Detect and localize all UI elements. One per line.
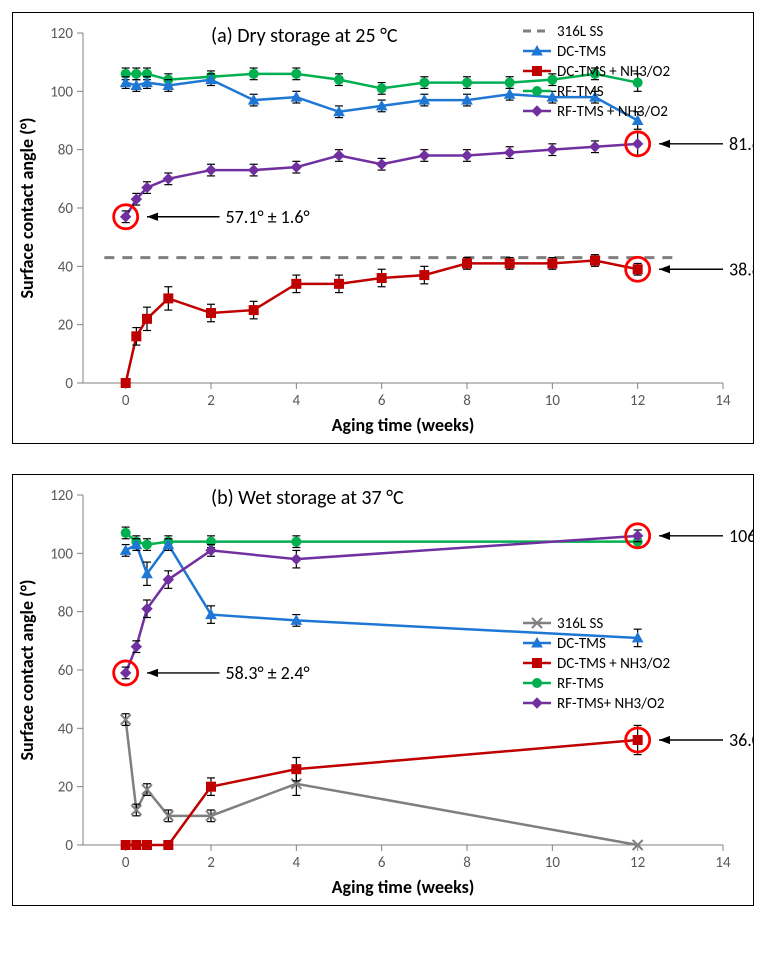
svg-text:10: 10 [545,854,561,872]
svg-text:80: 80 [58,604,74,622]
svg-text:12: 12 [630,392,645,410]
svg-text:8: 8 [463,854,471,872]
legend: 316L SS DC-TMS DC-TMS + NH3/O2 RF-TMS RF-TMS… [523,615,670,713]
legend-label: RF-TMS [557,675,604,693]
svg-text:40: 40 [58,258,74,276]
svg-text:40: 40 [58,720,74,738]
annotation-label: 36.0° ± 4.5° [729,729,753,751]
x-axis-title: Aging time (weeks) [332,414,475,436]
chart-panel-a: 0 20 40 60 80 100 120 0 2 4 6 8 10 12 14 Aging time (we… [12,12,754,444]
page: 02040608010012002468101214Aging time (we… [0,0,775,977]
chart-panel-b: 0 20 40 60 80 100 120 0 2 4 6 8 10 12 14 Aging time (we… [12,474,754,906]
svg-text:6: 6 [378,392,386,410]
legend-label: RF-TMS+ NH3/O2 [557,695,664,713]
series-rf_tms [121,527,642,550]
svg-text:100: 100 [50,83,73,101]
svg-text:120: 120 [50,487,73,505]
annotation-label: 57.1° ± 1.6° [226,206,310,228]
series-316l [121,714,643,850]
legend-label: 316L SS [557,23,603,41]
annotation-label: 58.3° ± 2.4° [226,662,310,684]
annotation-label: 106.3° ± 2.3° [729,525,753,547]
svg-text:8: 8 [463,392,471,410]
annotation-label: 81.6° ± 4.3° [729,133,753,155]
legend-label: DC-TMS [557,43,606,61]
series-rf_nh3 [121,132,643,222]
legend-label: DC-TMS + NH3/O2 [557,655,670,673]
y-axis-title: Surface contact angle (°) [16,118,38,299]
legend-label: RF-TMS [557,83,604,101]
svg-text:2: 2 [207,392,215,410]
svg-text:60: 60 [58,200,74,218]
svg-text:20: 20 [58,317,74,335]
legend-label: RF-TMS + NH3/O2 [557,103,668,121]
svg-text:6: 6 [378,854,386,872]
panel-title: (a) Dry storage at 25 °C [211,24,398,48]
svg-text:80: 80 [58,142,74,160]
legend-label: DC-TMS [557,635,606,653]
svg-text:4: 4 [293,392,301,410]
svg-text:2: 2 [207,854,215,872]
svg-text:0: 0 [122,854,130,872]
panel-title: (b) Wet storage at 37 °C [211,486,404,510]
legend-label: 316L SS [557,615,603,633]
svg-text:20: 20 [58,779,74,797]
svg-text:60: 60 [58,662,74,680]
svg-text:12: 12 [630,854,645,872]
svg-text:0: 0 [65,837,73,855]
legend-label: DC-TMS + NH3/O2 [557,63,670,81]
svg-text:120: 120 [50,25,73,43]
svg-text:0: 0 [65,375,73,393]
svg-text:14: 14 [715,854,731,872]
svg-text:4: 4 [293,854,301,872]
svg-text:0: 0 [122,392,130,410]
y-axis-title: Surface contact angle (°) [16,580,38,761]
annotation-label: 38.8° ± 2.2° [729,258,753,280]
svg-text:100: 100 [50,545,73,563]
svg-text:10: 10 [545,392,561,410]
x-axis-title: Aging time (weeks) [332,876,475,898]
series-dc_nh3 [121,255,642,388]
svg-text:14: 14 [715,392,731,410]
legend: 316L SS DC-TMS DC-TMS + NH3/O2 RF-TMS RF-TMS… [523,23,670,121]
